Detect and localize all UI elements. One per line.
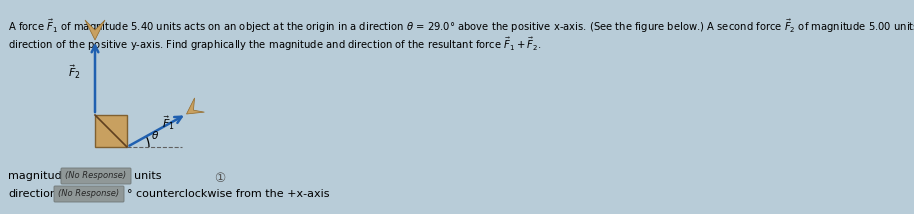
Text: $\vec{F}_2$: $\vec{F}_2$ — [69, 64, 81, 81]
Text: (No Response): (No Response) — [58, 190, 120, 199]
Text: direction of the positive y-axis. Find graphically the magnitude and direction o: direction of the positive y-axis. Find g… — [8, 36, 541, 54]
FancyBboxPatch shape — [95, 115, 127, 147]
Text: direction: direction — [8, 189, 57, 199]
Text: ①: ① — [215, 171, 226, 184]
Text: $\theta$: $\theta$ — [151, 129, 159, 141]
FancyBboxPatch shape — [61, 168, 131, 184]
Text: ° counterclockwise from the +x-axis: ° counterclockwise from the +x-axis — [127, 189, 330, 199]
FancyBboxPatch shape — [54, 186, 124, 202]
Text: A force $\vec{F}_1$ of magnitude 5.40 units acts on an object at the origin in a: A force $\vec{F}_1$ of magnitude 5.40 un… — [8, 18, 914, 36]
Polygon shape — [186, 98, 205, 114]
Text: $\vec{F}_1$: $\vec{F}_1$ — [162, 115, 175, 132]
Text: (No Response): (No Response) — [66, 171, 126, 180]
Text: magnitude: magnitude — [8, 171, 69, 181]
Text: units: units — [134, 171, 162, 181]
Polygon shape — [85, 20, 105, 40]
